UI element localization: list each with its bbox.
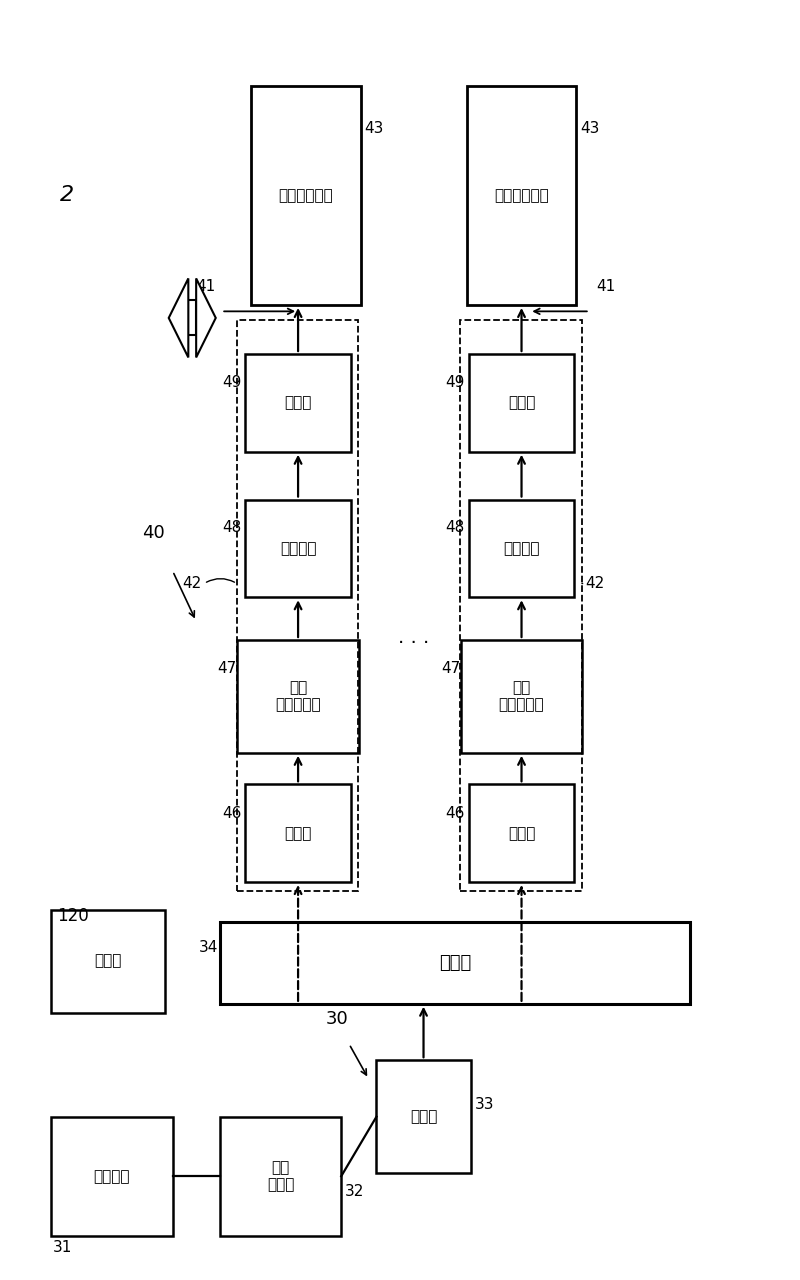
Bar	[377, 1060, 470, 1172]
Text: 控制部: 控制部	[94, 954, 122, 969]
Text: 41: 41	[196, 279, 215, 293]
Bar	[245, 355, 351, 452]
Text: 2: 2	[60, 184, 74, 205]
Bar	[469, 355, 574, 452]
Text: 47: 47	[441, 662, 460, 676]
Bar	[238, 640, 359, 753]
Text: . . .: . . .	[398, 628, 430, 646]
Text: 微波
振荡器: 微波 振荡器	[266, 1160, 294, 1193]
Text: 46: 46	[222, 805, 242, 820]
Text: 30: 30	[326, 1010, 349, 1028]
Text: 相位器: 相位器	[508, 826, 535, 841]
Text: 可变
增益放大器: 可变 增益放大器	[498, 680, 544, 713]
Bar	[245, 499, 351, 598]
Text: 49: 49	[222, 375, 242, 390]
Bar	[469, 499, 574, 598]
Text: 隔离器: 隔离器	[284, 396, 312, 411]
Bar	[237, 320, 358, 891]
Text: 分配器: 分配器	[438, 954, 471, 972]
Text: 43: 43	[365, 120, 384, 136]
Text: 31: 31	[53, 1239, 72, 1254]
Text: 可变
增益放大器: 可变 增益放大器	[275, 680, 321, 713]
Bar	[220, 1116, 342, 1236]
Text: 49: 49	[445, 375, 464, 390]
Bar	[466, 86, 576, 305]
Text: 33: 33	[474, 1097, 494, 1111]
Polygon shape	[188, 301, 196, 335]
Text: 微波导入机构: 微波导入机构	[494, 188, 549, 202]
Text: 34: 34	[198, 940, 218, 955]
Text: 48: 48	[445, 520, 464, 535]
Text: 42: 42	[585, 576, 604, 591]
Polygon shape	[169, 279, 188, 357]
Bar	[461, 640, 582, 753]
Text: 32: 32	[345, 1184, 365, 1199]
Bar	[460, 320, 582, 891]
Text: 41: 41	[596, 279, 615, 293]
Text: 40: 40	[142, 525, 165, 543]
Text: 主增幅器: 主增幅器	[503, 541, 540, 556]
Bar	[51, 1116, 173, 1236]
Bar	[469, 785, 574, 882]
Text: 48: 48	[222, 520, 242, 535]
Text: 120: 120	[58, 908, 89, 925]
Text: 隔离器: 隔离器	[508, 396, 535, 411]
Text: 相位器: 相位器	[284, 826, 312, 841]
Bar	[245, 785, 351, 882]
Text: 增幅器: 增幅器	[410, 1110, 438, 1124]
Text: 43: 43	[580, 120, 600, 136]
Bar	[51, 910, 165, 1012]
Text: 主增幅器: 主增幅器	[280, 541, 316, 556]
Text: 42: 42	[182, 576, 202, 591]
Text: 微波电源: 微波电源	[94, 1169, 130, 1184]
Text: 47: 47	[218, 662, 237, 676]
Polygon shape	[196, 279, 216, 357]
Text: 微波导入机构: 微波导入机构	[278, 188, 334, 202]
Bar	[251, 86, 361, 305]
Text: 46: 46	[445, 805, 464, 820]
Bar	[220, 922, 690, 1004]
